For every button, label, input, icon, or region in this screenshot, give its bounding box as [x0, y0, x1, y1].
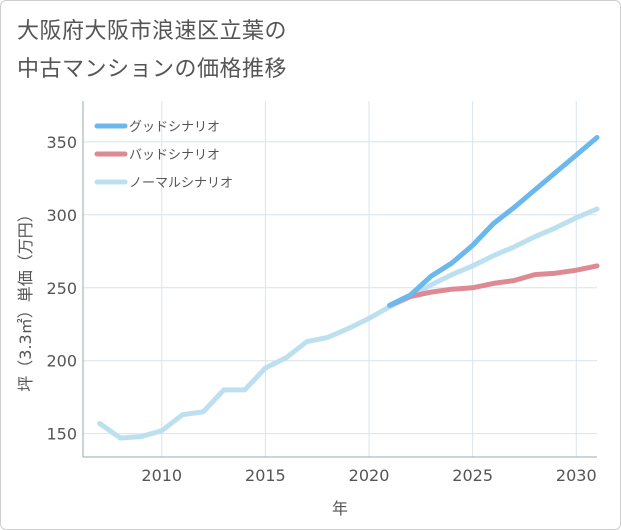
chart-title-line2: 中古マンションの価格推移: [17, 57, 288, 82]
y-tick-label: 300: [46, 206, 77, 225]
x-tick-label: 2015: [245, 466, 286, 485]
tick-labels: 2010 2015 2020 2025 2030 150 200 250 300 350: [46, 133, 596, 485]
good-scenario-line: [387, 135, 600, 308]
grid: [83, 101, 597, 457]
chart-title: 大阪府大阪市浪速区立葉の 中古マンションの価格推移: [17, 13, 287, 89]
normal-scenario-line: [97, 206, 600, 441]
bad-scenario-line: [387, 263, 600, 308]
x-tick-label: 2030: [556, 466, 597, 485]
legend-bad-label: バッドシナリオ: [129, 148, 220, 163]
x-tick-label: 2025: [452, 466, 493, 485]
y-tick-label: 250: [46, 279, 77, 298]
series-lines: [97, 135, 600, 441]
y-tick-label: 350: [46, 133, 77, 152]
y-tick-label: 200: [46, 352, 77, 371]
y-axis-label: 坪（3.3㎡）単価（万円）: [16, 206, 35, 391]
plot-border: [82, 101, 597, 458]
legend-good-label: グッドシナリオ: [129, 120, 220, 135]
legend-normal-label: ノーマルシナリオ: [129, 176, 233, 191]
chart-title-line1: 大阪府大阪市浪速区立葉の: [17, 19, 288, 44]
x-tick-label: 2020: [349, 466, 390, 485]
x-tick-label: 2010: [141, 466, 182, 485]
y-tick-label: 150: [46, 425, 77, 444]
x-axis-label: 年: [332, 499, 348, 518]
